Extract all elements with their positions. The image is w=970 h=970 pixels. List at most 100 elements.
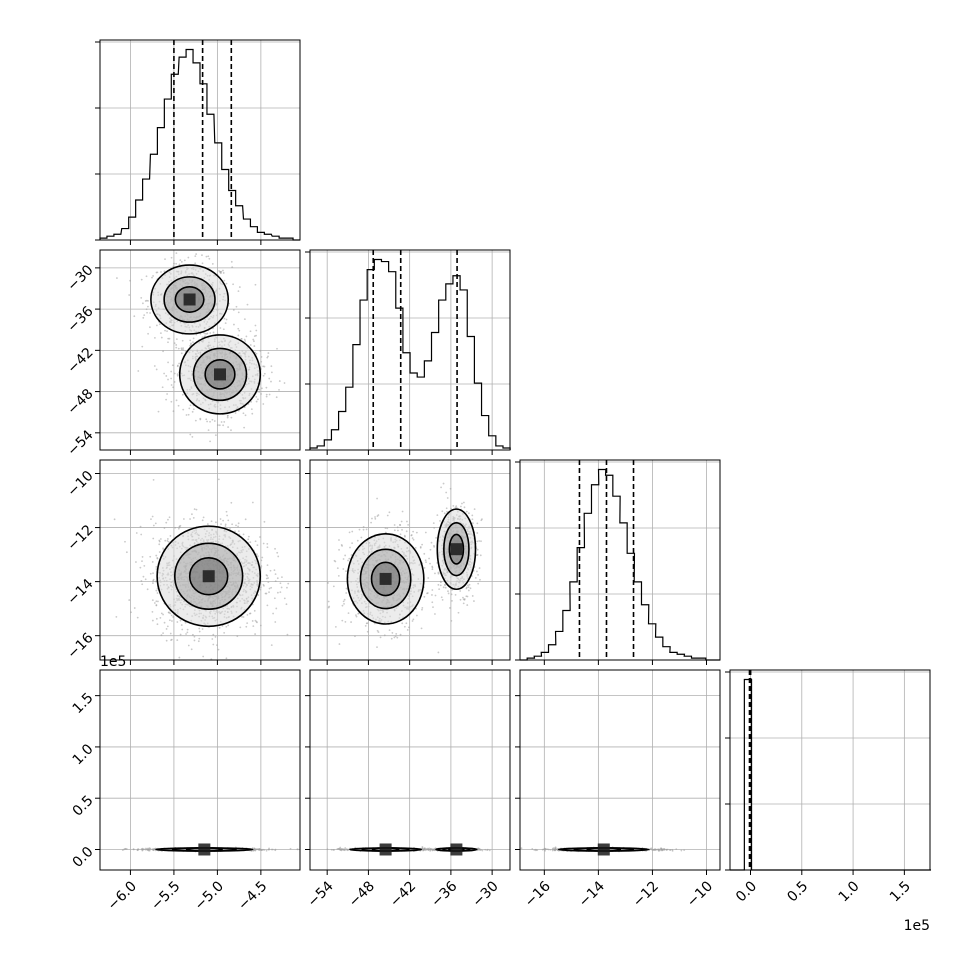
- sample-point: [234, 530, 236, 533]
- sample-point: [366, 630, 369, 633]
- sample-point: [270, 371, 273, 374]
- sample-point: [266, 564, 269, 566]
- sample-point: [151, 561, 154, 563]
- sample-point: [376, 497, 378, 500]
- sample-point: [180, 624, 183, 626]
- density-peak-cell: [214, 368, 226, 381]
- sample-point: [253, 345, 256, 347]
- sample-point: [237, 327, 240, 330]
- sample-point: [341, 604, 344, 607]
- sample-point: [176, 364, 179, 367]
- sample-point: [338, 643, 341, 645]
- sample-point: [211, 638, 214, 640]
- sample-point: [186, 628, 189, 631]
- sample-point: [452, 504, 455, 507]
- sample-point: [342, 568, 345, 570]
- sample-point: [141, 345, 144, 348]
- sample-point: [401, 622, 404, 625]
- sample-point: [214, 434, 217, 437]
- sample-point: [168, 337, 171, 340]
- sample-point: [365, 528, 368, 531]
- sample-point: [193, 508, 196, 511]
- histogram-step-line: [519, 468, 721, 661]
- sample-point: [172, 616, 175, 618]
- sample-point: [354, 635, 356, 638]
- sample-point: [251, 412, 254, 415]
- sample-point: [151, 599, 154, 602]
- sample-point: [267, 581, 270, 583]
- sample-point: [230, 501, 233, 504]
- sample-point: [185, 414, 188, 416]
- sample-point: [439, 519, 441, 522]
- sample-point: [259, 349, 262, 352]
- sample-point: [253, 340, 255, 343]
- sample-point: [254, 619, 257, 622]
- sample-point: [163, 527, 166, 529]
- sample-point: [266, 604, 269, 607]
- sample-point: [155, 600, 158, 603]
- sample-point: [210, 520, 213, 523]
- sample-point: [160, 634, 163, 637]
- sample-point: [429, 562, 431, 565]
- sample-point: [216, 644, 218, 647]
- sample-point: [146, 588, 149, 591]
- sample-point: [218, 424, 221, 427]
- sample-point: [167, 378, 169, 381]
- sample-point: [217, 478, 220, 481]
- sample-point: [179, 619, 182, 622]
- sample-point: [166, 393, 169, 395]
- y-tick-label: −10: [64, 468, 96, 500]
- joint-panel-p1-p2: [305, 459, 511, 665]
- sample-point: [151, 276, 153, 279]
- sample-point: [273, 597, 276, 600]
- sample-point: [434, 594, 437, 597]
- sample-point: [140, 579, 143, 582]
- sample-point: [471, 514, 474, 517]
- sample-point: [469, 587, 472, 590]
- sample-point: [152, 479, 155, 481]
- sample-point: [152, 582, 154, 584]
- sample-point: [377, 631, 380, 633]
- sample-point: [415, 614, 418, 617]
- sample-point: [232, 309, 235, 311]
- sample-point: [243, 318, 246, 320]
- sample-point: [360, 536, 363, 539]
- histogram-panel-p2: [515, 459, 721, 665]
- sample-point: [285, 603, 288, 606]
- sample-point: [268, 591, 270, 594]
- sample-point: [169, 612, 172, 615]
- sample-point: [345, 587, 348, 590]
- sample-point: [255, 329, 258, 332]
- sample-point: [213, 420, 216, 422]
- sample-point: [157, 410, 160, 413]
- sample-point: [177, 347, 180, 350]
- sample-point: [423, 567, 426, 569]
- sample-point: [169, 632, 172, 635]
- sample-point: [191, 513, 193, 516]
- sample-point: [274, 547, 276, 550]
- sample-point: [445, 507, 448, 510]
- sample-point: [445, 491, 448, 494]
- sample-point: [149, 312, 151, 314]
- histogram-panel-p1: [305, 249, 511, 455]
- sample-point: [189, 344, 191, 347]
- sample-point: [262, 403, 265, 405]
- sample-point: [194, 419, 197, 422]
- sample-point: [260, 356, 263, 358]
- sample-point: [407, 524, 410, 526]
- sample-point: [152, 537, 155, 540]
- sample-point: [230, 260, 233, 263]
- sample-point: [247, 538, 250, 541]
- sample-point: [191, 435, 194, 438]
- sample-point: [267, 577, 269, 579]
- sample-point: [223, 279, 226, 282]
- sample-point: [152, 579, 155, 582]
- sample-point: [348, 557, 351, 560]
- sample-point: [450, 619, 453, 622]
- x-tick-label: 0.5: [784, 878, 811, 905]
- sample-point: [255, 395, 258, 398]
- sample-point: [471, 595, 474, 597]
- sample-point: [155, 554, 158, 557]
- sample-point: [465, 510, 468, 513]
- sample-point: [395, 633, 398, 635]
